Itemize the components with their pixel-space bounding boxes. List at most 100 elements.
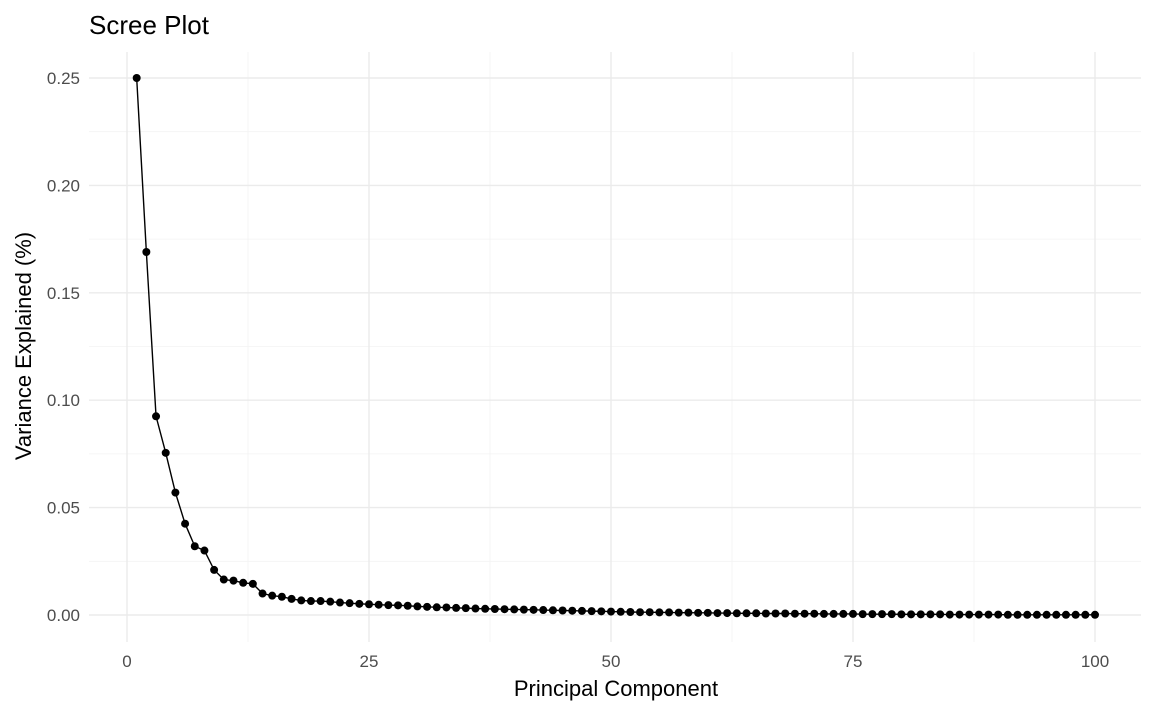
data-point xyxy=(781,609,790,618)
data-point xyxy=(752,609,761,618)
data-point xyxy=(539,606,548,615)
data-point xyxy=(674,608,683,617)
data-point xyxy=(878,610,887,619)
data-point xyxy=(587,607,596,616)
data-point xyxy=(190,542,199,551)
data-point xyxy=(452,603,461,612)
data-point xyxy=(229,576,238,585)
data-point xyxy=(374,600,383,609)
y-tick-label: 0.00 xyxy=(47,606,80,625)
data-point xyxy=(907,610,916,619)
minor-gridlines xyxy=(89,52,1141,642)
data-point xyxy=(268,591,277,600)
data-point xyxy=(500,605,509,614)
data-point xyxy=(413,602,422,611)
data-point xyxy=(306,597,315,606)
data-point xyxy=(529,605,538,614)
data-point xyxy=(471,604,480,613)
data-point xyxy=(152,412,161,421)
y-tick-label: 0.20 xyxy=(47,176,80,195)
data-point xyxy=(181,519,190,528)
data-point xyxy=(510,605,519,614)
data-point xyxy=(423,602,432,611)
data-point xyxy=(1091,610,1099,619)
data-point xyxy=(161,448,170,457)
x-axis-ticks: 0 25 50 75 100 xyxy=(122,652,1109,671)
data-point xyxy=(519,605,528,614)
data-point xyxy=(142,247,151,256)
data-point xyxy=(849,609,857,618)
data-point xyxy=(597,607,606,616)
data-point xyxy=(365,600,373,609)
data-point xyxy=(568,606,577,615)
major-gridlines xyxy=(89,52,1141,642)
y-axis-title: Variance Explained (%) xyxy=(11,232,36,460)
x-tick-label: 75 xyxy=(844,652,863,671)
data-point xyxy=(916,610,925,619)
x-axis-title: Principal Component xyxy=(514,676,718,701)
chart-title: Scree Plot xyxy=(89,10,210,40)
data-point xyxy=(800,609,809,618)
data-point xyxy=(210,565,219,574)
data-point xyxy=(132,74,141,82)
data-point xyxy=(287,594,296,603)
data-point xyxy=(771,609,780,618)
data-point xyxy=(384,601,393,610)
data-point xyxy=(490,604,499,613)
data-point xyxy=(394,601,403,610)
data-point xyxy=(345,599,354,608)
data-point xyxy=(1042,610,1051,619)
data-point xyxy=(335,598,344,607)
data-point xyxy=(684,608,693,617)
data-point xyxy=(655,608,664,617)
data-point xyxy=(984,610,993,619)
data-point xyxy=(858,610,867,619)
data-point xyxy=(326,597,335,606)
data-point xyxy=(936,610,945,619)
series-line xyxy=(135,77,1095,616)
x-tick-label: 100 xyxy=(1081,652,1109,671)
data-point xyxy=(200,546,209,555)
data-point xyxy=(219,575,228,584)
x-tick-label: 25 xyxy=(360,652,379,671)
data-point xyxy=(994,610,1003,619)
data-point xyxy=(548,606,557,615)
data-point xyxy=(897,610,906,619)
data-point xyxy=(713,609,722,618)
data-point xyxy=(316,597,325,606)
data-point xyxy=(607,607,615,616)
data-point xyxy=(868,610,877,619)
data-point xyxy=(723,609,732,618)
y-tick-label: 0.25 xyxy=(47,69,80,88)
data-point xyxy=(432,603,441,612)
data-point xyxy=(761,609,770,618)
data-point xyxy=(965,610,974,619)
data-point xyxy=(626,607,635,616)
data-point xyxy=(616,607,625,616)
x-tick-label: 0 xyxy=(122,652,131,671)
data-point xyxy=(694,608,703,617)
data-point xyxy=(403,601,412,610)
data-point xyxy=(1003,610,1012,619)
data-point xyxy=(732,609,741,618)
data-point xyxy=(481,604,490,613)
data-point xyxy=(742,609,751,618)
data-point xyxy=(645,608,654,617)
data-points xyxy=(132,74,1099,619)
data-point xyxy=(790,609,799,618)
data-point xyxy=(1013,610,1022,619)
data-point xyxy=(297,596,306,605)
y-tick-label: 0.05 xyxy=(47,499,80,518)
data-point xyxy=(819,609,828,618)
data-point xyxy=(1032,610,1041,619)
data-point xyxy=(1052,610,1061,619)
y-tick-label: 0.15 xyxy=(47,284,80,303)
data-point xyxy=(1071,610,1080,619)
data-point xyxy=(945,610,954,619)
data-point xyxy=(258,589,267,598)
data-point xyxy=(1061,610,1070,619)
data-point xyxy=(636,608,645,617)
data-point xyxy=(703,608,712,617)
data-point xyxy=(355,599,364,608)
